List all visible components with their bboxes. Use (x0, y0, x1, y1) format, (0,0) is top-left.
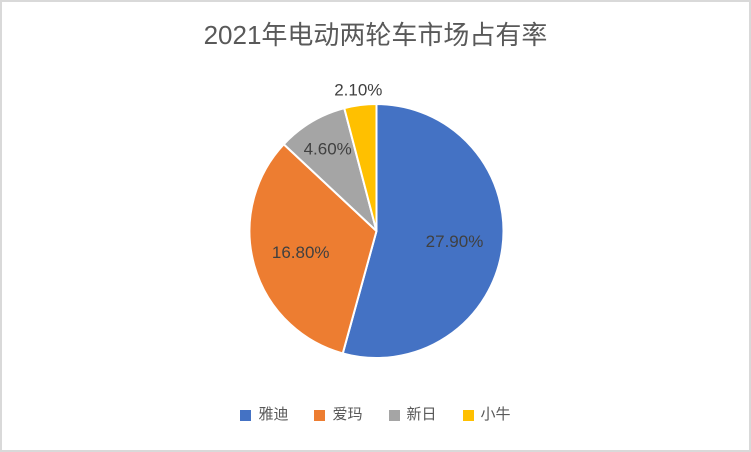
chart-legend: 雅迪 爱玛 新日 小牛 (0, 406, 751, 424)
legend-label: 爱玛 (332, 406, 363, 423)
pie-slice-雅迪 (341, 103, 505, 359)
data-label-新日: 4.60% (304, 140, 352, 159)
data-label-小牛: 2.10% (334, 80, 382, 99)
data-label-雅迪: 27.90% (426, 232, 484, 251)
legend-marker-icon (388, 409, 400, 421)
legend-item-爱玛: 爱玛 (314, 406, 363, 424)
legend-label: 雅迪 (258, 406, 289, 423)
data-label-爱玛: 16.80% (272, 243, 330, 262)
legend-marker-icon (314, 409, 326, 421)
legend-marker-icon (240, 409, 252, 421)
pie-slice-爱玛 (248, 143, 378, 355)
legend-label: 新日 (406, 406, 437, 423)
legend-item-雅迪: 雅迪 (240, 406, 288, 424)
legend-marker-icon (462, 409, 474, 421)
legend-item-小牛: 小牛 (462, 406, 511, 424)
chart-title: 2021年电动两轮车市场占有率 (203, 20, 548, 50)
legend-item-新日: 新日 (388, 406, 437, 424)
pie-slice-小牛 (343, 103, 378, 232)
legend-label: 小牛 (480, 406, 511, 423)
